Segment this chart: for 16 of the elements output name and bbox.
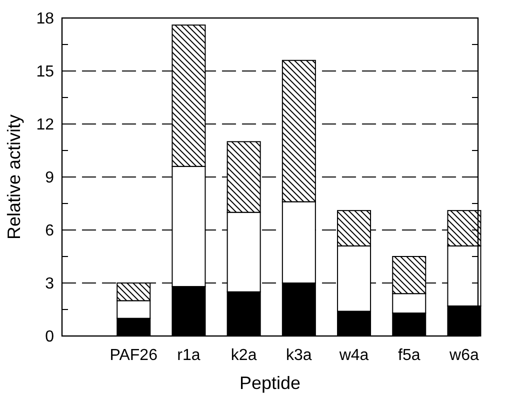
y-tick-label: 18 <box>36 10 54 28</box>
y-tick-label: 0 <box>45 328 54 346</box>
x-tick-label: PAF26 <box>110 347 158 364</box>
x-tick-label: w4a <box>338 347 369 364</box>
x-tick-label: r1a <box>177 347 200 364</box>
y-tick-label: 6 <box>45 222 54 240</box>
y-tick-label: 15 <box>36 64 54 81</box>
y-tick-label: 12 <box>36 116 54 134</box>
x-tick-label: w6a <box>448 347 479 364</box>
y-tick-label: 3 <box>45 276 54 293</box>
y-tick-label: 9 <box>45 170 54 187</box>
x-tick-label: k2a <box>230 347 257 364</box>
y-axis-title: Relative activity <box>4 114 24 240</box>
x-tick-label: k3a <box>286 347 312 364</box>
x-tick-label: f5a <box>398 347 420 364</box>
x-axis-title: Peptide <box>239 373 301 393</box>
